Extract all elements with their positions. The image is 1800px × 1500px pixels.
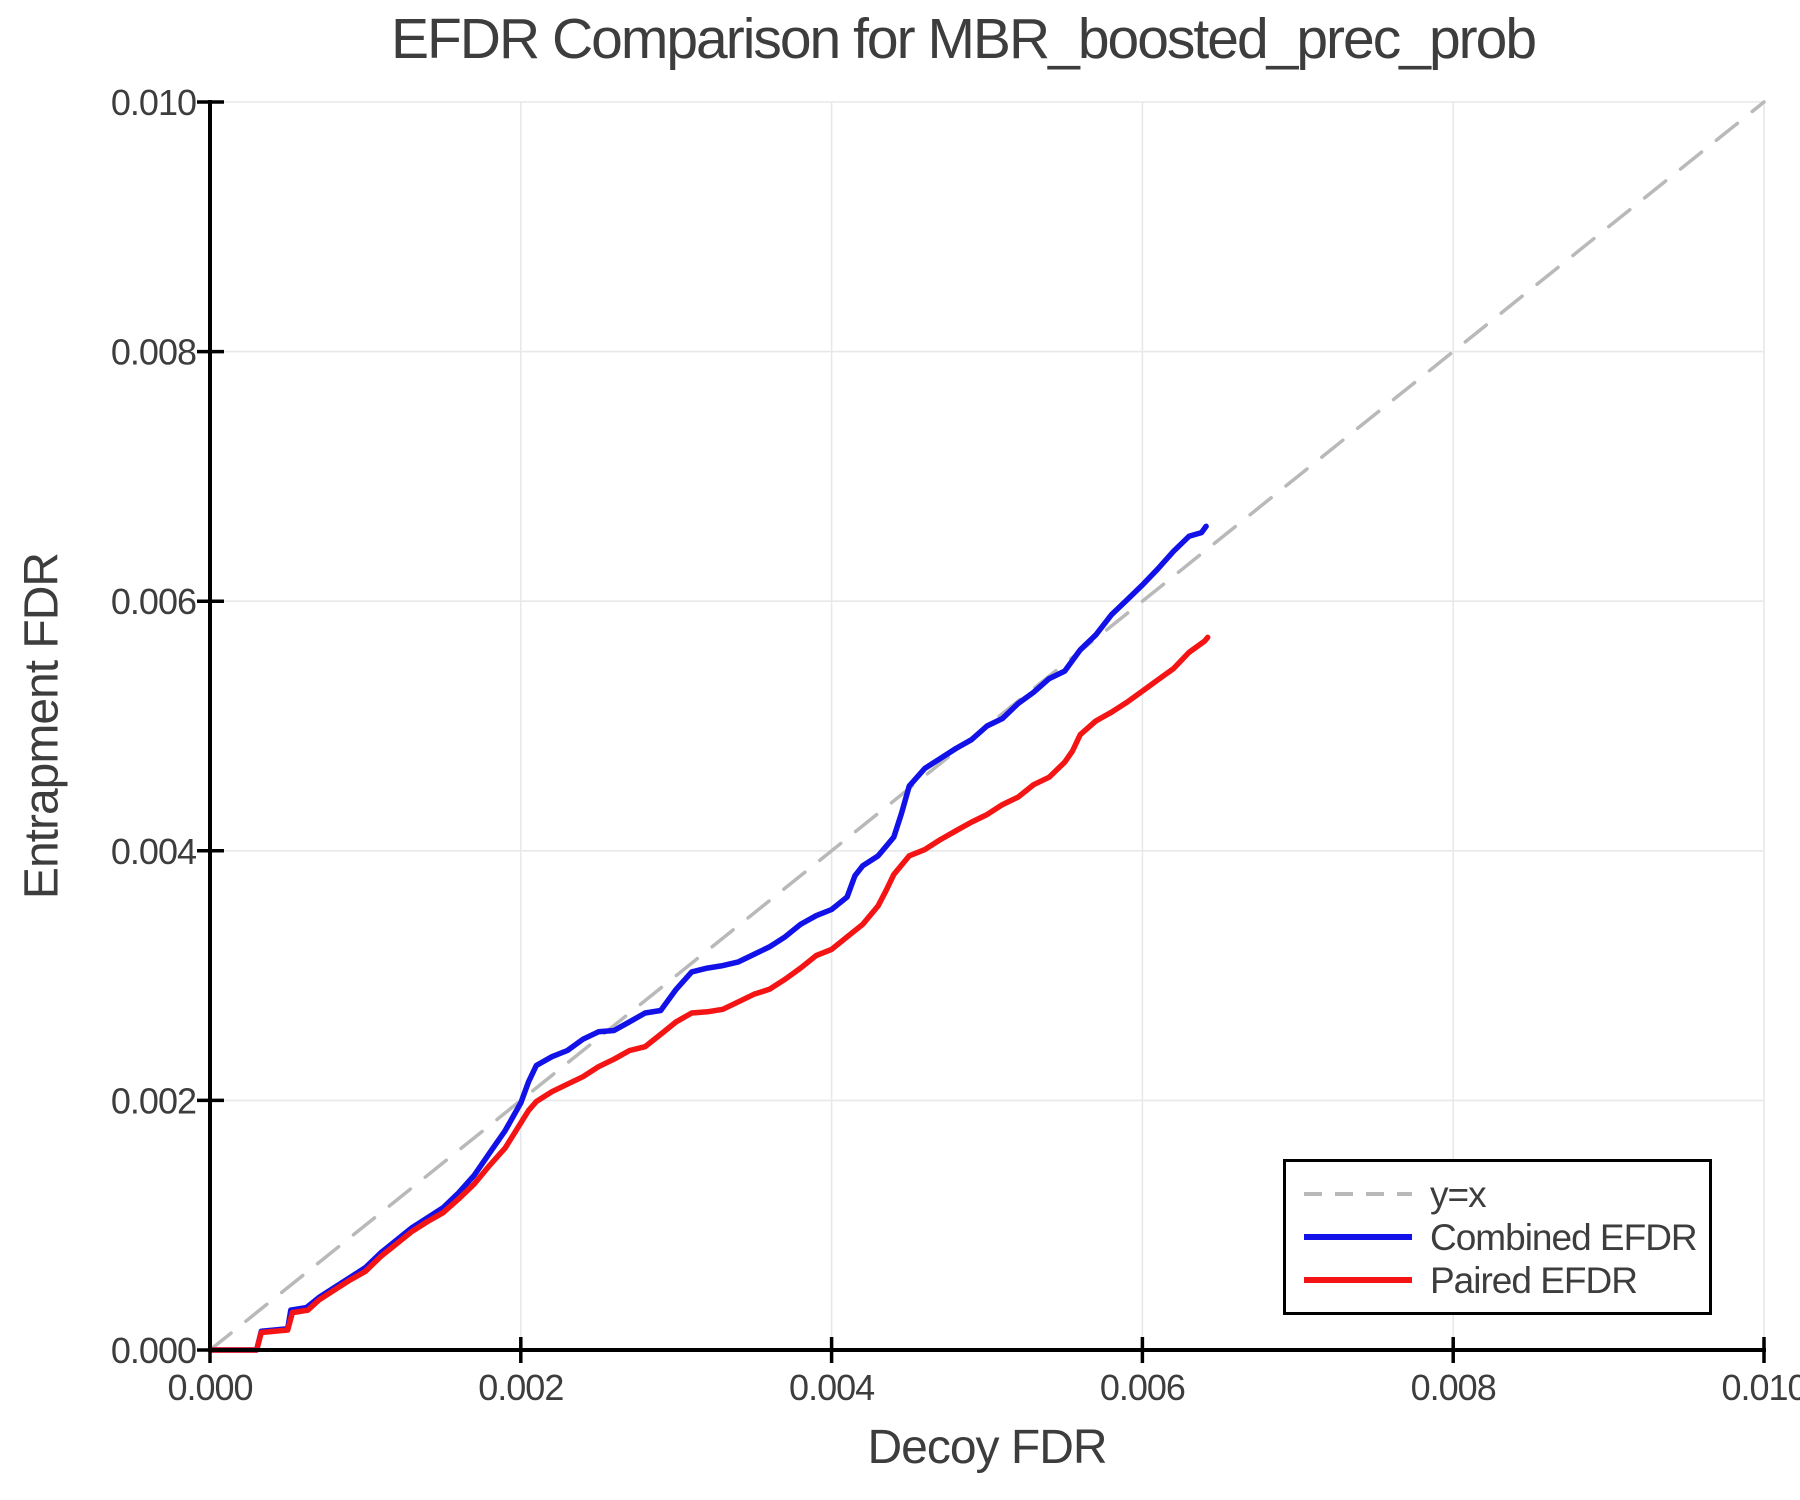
x-tick-label: 0.006 [1100,1367,1185,1408]
x-tick-label: 0.000 [167,1367,252,1408]
y-tick-label: 0.004 [111,831,196,872]
y-tick-label: 0.010 [111,82,196,123]
x-axis-label: Decoy FDR [867,1421,1107,1474]
y-tick-label: 0.008 [111,332,196,373]
x-tick-label: 0.008 [1411,1367,1496,1408]
x-tick-label: 0.010 [1721,1367,1800,1408]
legend-label: Paired EFDR [1430,1259,1638,1301]
y-tick-label: 0.000 [111,1330,196,1371]
y-axis-label: Entrapment FDR [15,552,69,900]
y-tick-label: 0.006 [111,581,196,622]
legend-swatch-combined-efdr [1304,1234,1412,1240]
x-tick-label: 0.002 [478,1367,563,1408]
series-paired-efdr-line [207,634,1211,1353]
legend-label: Combined EFDR [1430,1216,1698,1258]
series-y-x-line [208,100,1766,1352]
legend-item-y-x: y=x [1302,1173,1709,1215]
series-combined-efdr-line [207,523,1209,1353]
legend-item-paired-efdr: Paired EFDR [1302,1259,1709,1301]
y-tick-label: 0.002 [111,1080,196,1121]
x-tick-label: 0.004 [789,1367,874,1408]
legend-swatch-dashed-line-icon [1304,1192,1412,1196]
legend-item-combined-efdr: Combined EFDR [1302,1216,1709,1258]
legend-swatch-paired-efdr [1304,1277,1412,1283]
chart-title: EFDR Comparison for MBR_boosted_prec_pro… [390,7,1537,71]
legend-label: y=x [1430,1173,1487,1215]
legend: y=x Combined EFDR Paired EFDR [1283,1159,1712,1315]
